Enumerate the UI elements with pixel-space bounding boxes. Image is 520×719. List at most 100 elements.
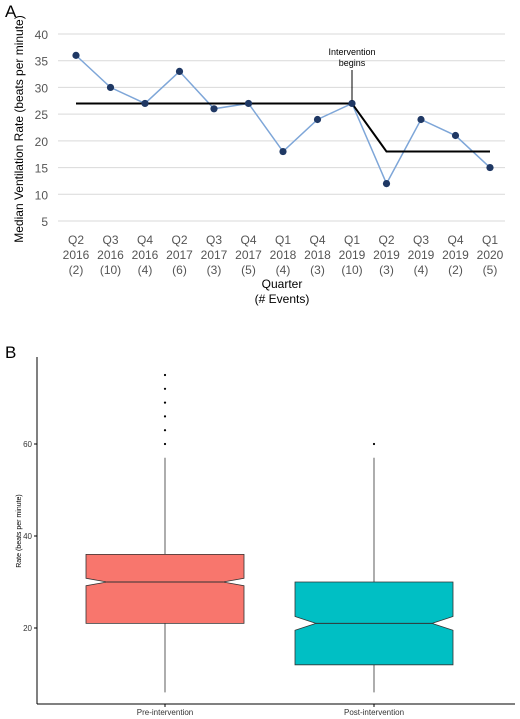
x-tick-q: Q4: [137, 233, 153, 247]
x-tick-q: Q3: [206, 233, 222, 247]
y-tick-label: 35: [35, 55, 49, 69]
x-tick-events: (5): [241, 263, 256, 277]
box-body: [85, 554, 245, 624]
x-axis-label-sub: (# Events): [255, 292, 310, 306]
outlier-point: [163, 401, 167, 404]
chart-b: 20 40 60 Pre-intervention Post-intervention…: [16, 357, 515, 717]
x-axis-label: Quarter: [262, 277, 303, 291]
x-tick-q: Q2: [378, 233, 394, 247]
x-tick-year: 2019: [373, 248, 400, 262]
y-tick-label: 30: [35, 81, 49, 95]
x-tick-events: (10): [100, 263, 121, 277]
x-tick-events: (6): [172, 263, 187, 277]
data-point-7: [313, 115, 322, 124]
x-tick-events: (3): [207, 263, 222, 277]
outlier-point: [163, 429, 167, 432]
x-tick-q: Q1: [275, 233, 291, 247]
y-tick-label: 40: [23, 532, 32, 541]
y-axis-label: Median Ventilation Rate (beats per minut…: [12, 15, 26, 242]
x-tick-year: 2016: [132, 248, 159, 262]
data-point-5: [244, 99, 253, 108]
x-tick-events: (4): [138, 263, 153, 277]
y-tick-label: 40: [35, 28, 49, 42]
x-tick-q: Q4: [309, 233, 325, 247]
y-tick-label: 15: [35, 162, 49, 176]
outlier-point: [163, 373, 167, 377]
y-tick-label: 20: [23, 624, 32, 633]
median-line: [76, 102, 490, 153]
data-point-3: [175, 67, 184, 75]
x-tick-labels: Pre-intervention Post-intervention: [137, 704, 404, 717]
x-tick-q: Q1: [344, 233, 360, 247]
x-tick-year: 2020: [477, 248, 504, 262]
x-tick-year: 2019: [408, 248, 435, 262]
series-points: [72, 51, 494, 188]
y-tick-label: 25: [35, 108, 49, 122]
median-lines: [76, 102, 490, 153]
x-tick-q: Q4: [240, 233, 256, 247]
y-tick-label: 20: [35, 135, 49, 149]
x-tick-label: Post-intervention: [344, 708, 404, 717]
y-tick-labels: 5 10 15 20 25 30 35 40: [35, 28, 49, 229]
x-tick-q: Q2: [171, 233, 187, 247]
y-ticks: 20 40 60: [23, 440, 37, 633]
x-tick-events: (5): [483, 263, 498, 277]
annotation-line-1: Intervention: [328, 47, 375, 57]
data-point-12: [486, 163, 494, 172]
data-point-9: [382, 180, 391, 188]
x-tick-year: 2017: [201, 248, 228, 262]
series-line: [75, 54, 491, 186]
x-tick-events: (10): [341, 263, 362, 277]
data-point-0: [72, 51, 80, 59]
x-tick-events: (4): [276, 263, 291, 277]
outlier-point: [163, 387, 167, 390]
y-tick-label: 5: [41, 215, 48, 229]
box-1: [294, 442, 454, 693]
x-tick-year: 2018: [304, 248, 331, 262]
box-0: [85, 373, 245, 693]
x-tick-events: (4): [414, 263, 429, 277]
y-tick-label: 60: [23, 440, 32, 449]
y-gridlines: [58, 33, 505, 222]
x-tick-events: (2): [69, 263, 84, 277]
panel-b-label: B: [5, 343, 16, 362]
data-point-6: [279, 147, 287, 156]
data-point-4: [210, 105, 218, 113]
data-point-10: [417, 115, 425, 124]
x-tick-year: 2019: [442, 248, 469, 262]
outlier-point: [372, 442, 376, 446]
x-tick-year: 2017: [235, 248, 262, 262]
x-tick-q: Q1: [482, 233, 498, 247]
x-tick-labels: Q22016(2)Q32016(10)Q42016(4)Q22017(6)Q32…: [63, 233, 504, 277]
y-tick-label: 10: [35, 188, 49, 202]
x-tick-year: 2019: [339, 248, 366, 262]
x-tick-events: (3): [379, 263, 394, 277]
panel-a-label: A: [5, 2, 17, 21]
y-axis-label: Rate (beats per minute): [16, 494, 23, 568]
x-tick-events: (2): [448, 263, 463, 277]
boxes: [85, 373, 454, 693]
x-tick-q: Q3: [413, 233, 429, 247]
data-point-2: [141, 99, 149, 108]
x-tick-year: 2016: [97, 248, 124, 262]
outlier-point: [163, 442, 167, 446]
x-tick-label: Pre-intervention: [137, 708, 193, 717]
outlier-point: [163, 415, 167, 418]
annotation-line-2: begins: [339, 58, 366, 68]
data-point-8: [348, 99, 356, 108]
data-point-11: [451, 131, 460, 140]
